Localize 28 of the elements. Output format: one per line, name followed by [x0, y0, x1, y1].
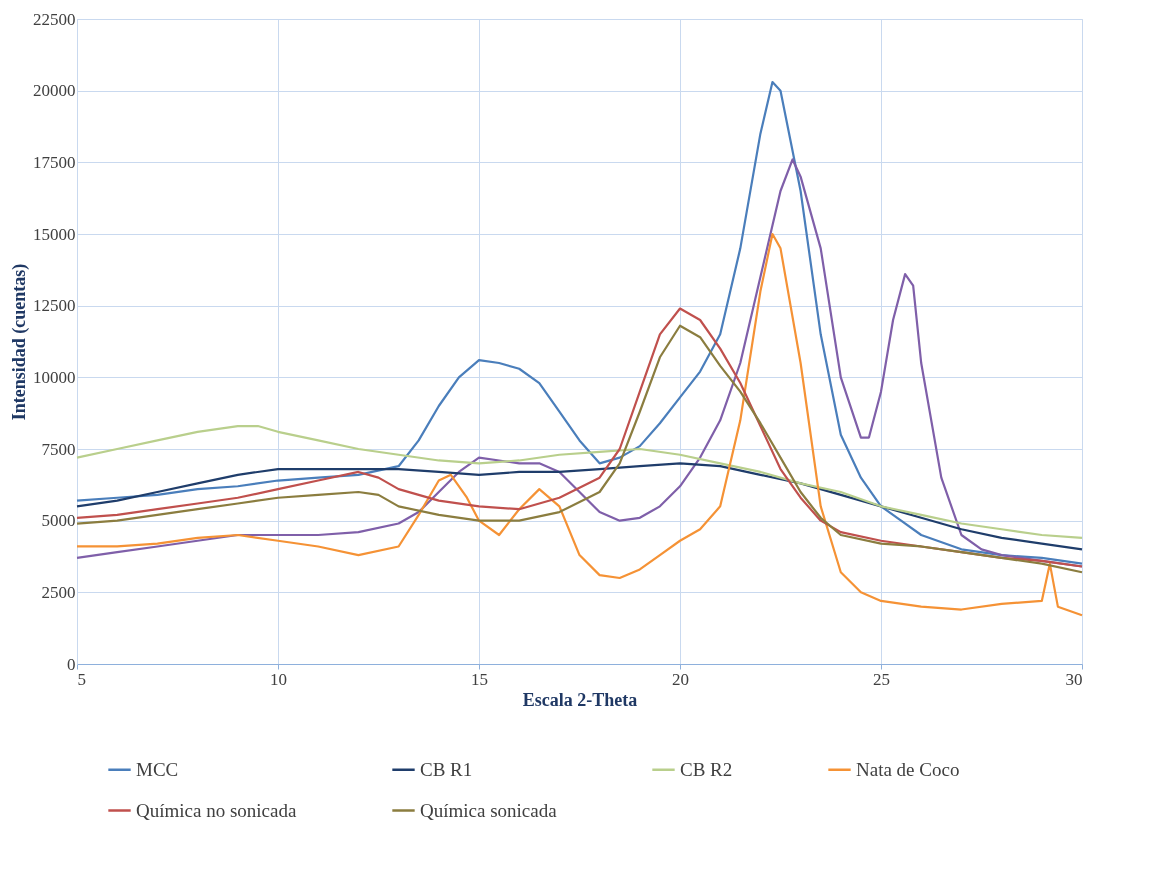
- legend-label: CB R2: [680, 758, 733, 780]
- y-tick-label: 15000: [33, 224, 76, 244]
- x-tick-label: 30: [1065, 669, 1083, 689]
- line-series: [75, 424, 1084, 539]
- y-tick-label: 22500: [33, 9, 76, 29]
- y-axis-title: Intensidad (cuentas): [9, 263, 30, 421]
- y-tick-label: 17500: [33, 152, 76, 172]
- legend-label: Nata de Coco: [856, 758, 960, 780]
- x-axis-title: Escala 2-Theta: [522, 689, 638, 710]
- legend-label: Química no sonicada: [136, 799, 297, 821]
- x-tick-label: 20: [672, 669, 689, 689]
- y-tick-label: 0: [67, 654, 76, 674]
- legend-label: CB R1: [420, 758, 473, 780]
- line-series: [75, 462, 1084, 551]
- y-tick-label: 12500: [33, 296, 76, 316]
- y-tick-label: 7500: [41, 439, 76, 459]
- line-series: [75, 80, 1084, 565]
- legend-label: Química sonicada: [420, 799, 558, 821]
- x-tick-label: 5: [77, 669, 86, 689]
- y-tick-label: 2500: [41, 582, 76, 602]
- y-tick-label: 5000: [41, 511, 76, 531]
- x-tick-label: 15: [471, 669, 488, 689]
- y-tick-label: 20000: [33, 81, 76, 101]
- x-tick-label: 25: [873, 669, 890, 689]
- legend-label: MCC: [136, 758, 179, 780]
- x-tick-label: 10: [270, 669, 287, 689]
- line-series: [75, 232, 1084, 617]
- y-tick-label: 10000: [33, 367, 76, 387]
